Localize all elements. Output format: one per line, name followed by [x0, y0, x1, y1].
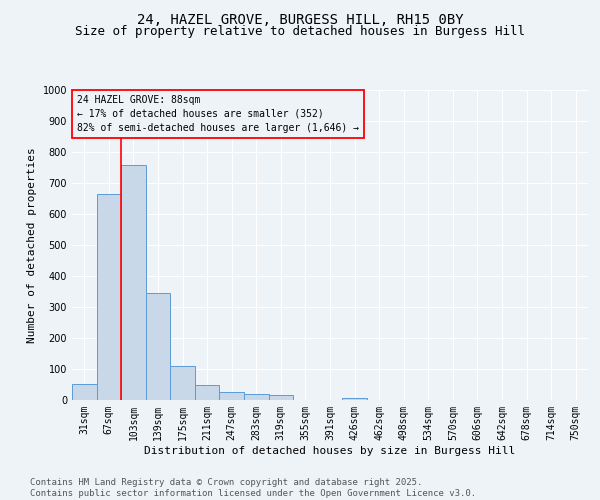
Bar: [170, 366, 195, 400]
Y-axis label: Number of detached properties: Number of detached properties: [27, 147, 37, 343]
Bar: [220, 392, 244, 400]
Text: Contains HM Land Registry data © Crown copyright and database right 2025.
Contai: Contains HM Land Registry data © Crown c…: [30, 478, 476, 498]
Text: 24, HAZEL GROVE, BURGESS HILL, RH15 0BY: 24, HAZEL GROVE, BURGESS HILL, RH15 0BY: [137, 12, 463, 26]
Bar: [269, 396, 293, 400]
Bar: [342, 398, 367, 400]
Bar: [121, 166, 146, 400]
Bar: [244, 394, 269, 400]
Bar: [146, 293, 170, 400]
Text: Size of property relative to detached houses in Burgess Hill: Size of property relative to detached ho…: [75, 25, 525, 38]
Text: 24 HAZEL GROVE: 88sqm
← 17% of detached houses are smaller (352)
82% of semi-det: 24 HAZEL GROVE: 88sqm ← 17% of detached …: [77, 94, 359, 132]
Bar: [195, 384, 220, 400]
X-axis label: Distribution of detached houses by size in Burgess Hill: Distribution of detached houses by size …: [145, 446, 515, 456]
Bar: [72, 384, 97, 400]
Bar: [97, 194, 121, 400]
